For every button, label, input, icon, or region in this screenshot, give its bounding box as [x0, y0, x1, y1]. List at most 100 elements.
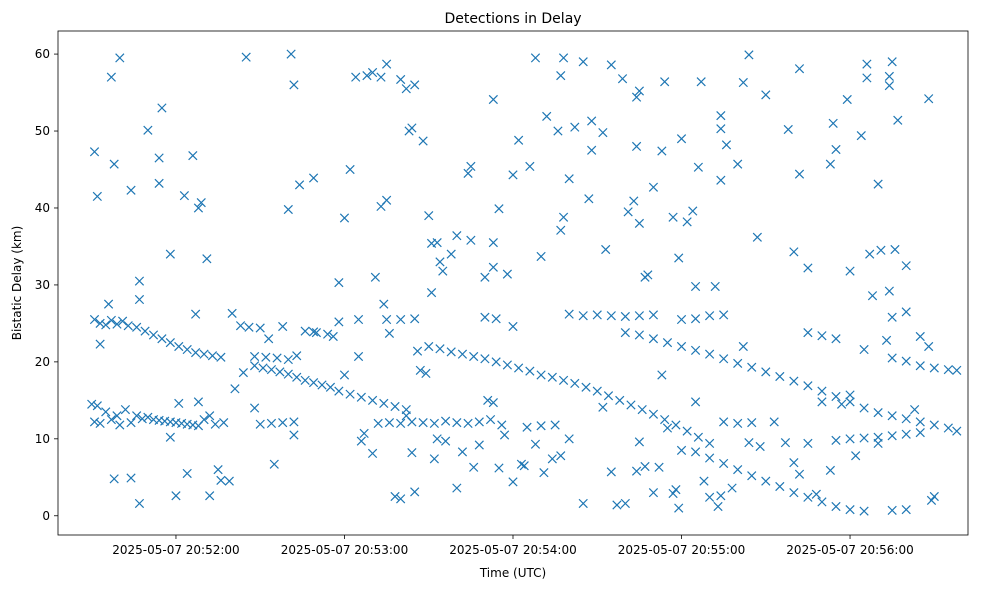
data-point	[865, 249, 875, 259]
data-point	[390, 491, 400, 502]
data-point	[657, 370, 667, 380]
y-tick-label: 10	[35, 432, 50, 446]
data-point	[943, 423, 953, 433]
data-point	[292, 372, 302, 382]
data-point	[690, 314, 701, 324]
data-point	[92, 191, 102, 202]
data-point	[230, 384, 240, 394]
data-point	[929, 420, 939, 430]
x-tick-label: 2025-05-07 20:55:00	[618, 543, 745, 557]
data-point	[134, 294, 145, 305]
plot-area-frame	[57, 30, 969, 536]
data-point	[570, 378, 580, 389]
data-point	[901, 307, 911, 317]
data-point	[648, 334, 659, 344]
data-point	[690, 281, 701, 292]
data-point	[143, 125, 153, 135]
data-point	[598, 127, 608, 138]
data-point	[308, 327, 319, 337]
data-point	[564, 174, 574, 184]
data-point	[115, 420, 125, 430]
data-point	[643, 270, 653, 280]
data-point	[747, 471, 757, 481]
data-point	[761, 476, 771, 486]
data-point	[744, 50, 754, 60]
data-point	[508, 170, 518, 180]
data-point	[831, 144, 841, 155]
data-point	[396, 314, 406, 325]
data-point	[205, 491, 215, 501]
data-point	[157, 103, 167, 113]
data-point	[513, 363, 524, 373]
data-point	[929, 363, 939, 373]
data-point	[89, 314, 100, 325]
data-point	[598, 402, 608, 412]
data-point	[179, 191, 190, 201]
data-point	[190, 348, 201, 358]
data-point	[488, 94, 498, 105]
data-point	[803, 381, 813, 391]
x-tick-label: 2025-05-07 20:52:00	[112, 543, 239, 557]
data-point	[845, 504, 855, 515]
data-point	[640, 461, 650, 472]
data-point	[794, 64, 805, 74]
data-point	[578, 57, 588, 67]
data-point	[488, 398, 498, 408]
data-point	[578, 311, 588, 321]
data-point	[311, 328, 322, 338]
data-point	[106, 414, 116, 425]
scatter-markers	[87, 49, 962, 516]
data-point	[648, 409, 659, 419]
data-point	[101, 407, 111, 417]
data-point	[106, 315, 116, 325]
data-point	[592, 310, 602, 320]
data-point	[463, 168, 473, 178]
data-point	[716, 124, 726, 134]
data-point	[550, 420, 560, 430]
data-point	[873, 438, 883, 449]
data-point	[345, 164, 355, 175]
data-point	[952, 365, 962, 375]
data-point	[89, 147, 100, 157]
data-point	[924, 94, 934, 104]
data-point	[190, 309, 201, 319]
data-point	[502, 360, 513, 370]
data-point	[143, 412, 153, 422]
data-point	[165, 249, 175, 259]
data-point	[351, 72, 361, 82]
data-point	[381, 195, 392, 205]
data-point	[831, 334, 841, 344]
data-point	[317, 380, 327, 390]
data-point	[457, 447, 468, 457]
data-point	[466, 161, 476, 172]
data-point	[803, 263, 813, 273]
x-axis-ticks: 2025-05-07 20:52:00 2025-05-07 20:53:00 20…	[112, 535, 914, 557]
data-point	[648, 310, 659, 320]
data-point	[275, 367, 285, 377]
data-point	[761, 90, 771, 100]
data-point	[831, 391, 841, 402]
data-point	[915, 428, 925, 438]
data-point	[682, 217, 692, 227]
data-point	[457, 349, 468, 359]
data-point	[384, 418, 395, 428]
data-point	[803, 492, 813, 502]
data-point	[499, 430, 510, 440]
data-point	[497, 420, 507, 430]
data-point	[174, 398, 184, 409]
data-point	[134, 498, 145, 509]
data-point	[530, 53, 541, 63]
data-point	[174, 341, 184, 352]
data-point	[154, 153, 164, 163]
data-point	[587, 145, 597, 155]
data-point	[115, 53, 125, 63]
data-point	[704, 311, 715, 321]
data-point	[424, 341, 434, 352]
data-point	[881, 335, 892, 345]
data-point	[95, 318, 105, 329]
data-point	[508, 477, 518, 487]
data-point	[255, 419, 265, 429]
data-point	[264, 334, 274, 344]
data-point	[283, 354, 293, 365]
data-point	[876, 245, 886, 255]
